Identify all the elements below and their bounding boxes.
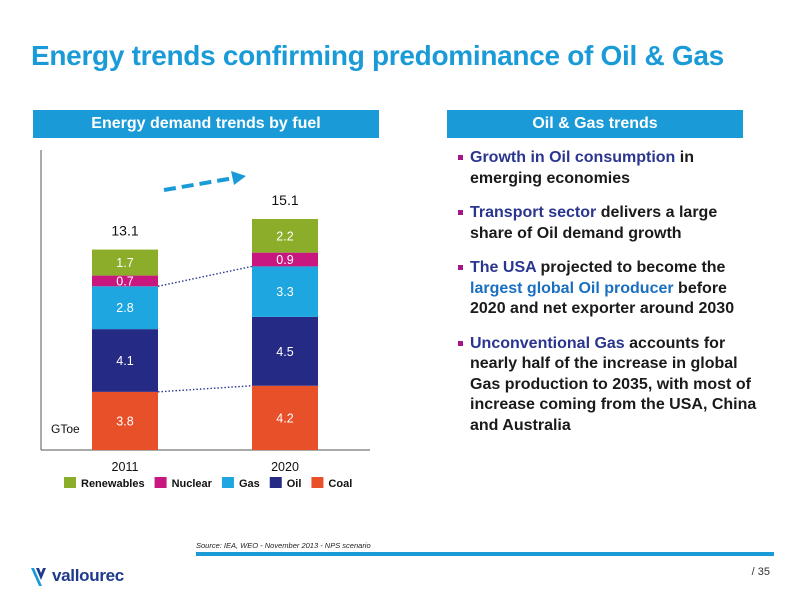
legend-swatch-oil xyxy=(269,477,282,488)
legend-swatch-renewables xyxy=(64,477,76,488)
bullet-marker-icon xyxy=(458,155,463,160)
x-tick-label: 2020 xyxy=(271,460,299,474)
gas-connector-line xyxy=(157,265,253,287)
unit-label: GToe xyxy=(51,422,80,436)
legend-swatch-gas xyxy=(221,477,234,488)
trend-bullet-text: projected to become the xyxy=(536,259,726,276)
data-label: 0.7 xyxy=(116,274,133,288)
trend-bullet-text: largest global Oil producer xyxy=(470,279,674,297)
oil-gas-trends-header-label: Oil & Gas trends xyxy=(532,115,658,132)
vallourec-logo: vallourec xyxy=(30,563,124,589)
trend-arrowhead-icon xyxy=(231,171,246,185)
trend-bullet-text: in emerging economies xyxy=(470,149,694,187)
trend-bullet-text: before 2020 and net exporter around 2030 xyxy=(470,279,735,318)
data-label: 3.3 xyxy=(276,285,293,299)
bar-segment-gas xyxy=(252,266,318,317)
bar-segment-gas xyxy=(92,286,158,330)
bullet-marker-icon xyxy=(458,340,463,346)
data-label: 4.2 xyxy=(276,411,293,425)
oil-gas-trends-list: Growth in Oil consumption in emerging ec… xyxy=(458,148,758,450)
bullet-marker-icon xyxy=(458,265,463,270)
trend-bullet-text: Transport sector xyxy=(470,204,597,221)
legend-swatch-nuclear xyxy=(154,477,167,488)
bullet-marker-icon xyxy=(458,210,463,215)
bar-segment-coal xyxy=(252,385,318,450)
trend-bullet: The USA projected to become the largest … xyxy=(458,258,758,320)
bar-segment-nuclear xyxy=(92,275,158,287)
trend-bullet-text: accounts for nearly half of the increase… xyxy=(470,334,757,434)
footer-divider xyxy=(196,552,774,556)
trend-arrow-line xyxy=(163,176,235,192)
oil-gas-trends-header: Oil & Gas trends xyxy=(447,110,743,138)
trend-bullet: Growth in Oil consumption in emerging ec… xyxy=(458,148,758,189)
vallourec-logo-icon xyxy=(31,568,46,586)
data-label: 4.1 xyxy=(116,354,133,368)
x-tick-label: 2011 xyxy=(112,460,139,474)
oil-connector-line xyxy=(157,385,253,393)
data-label: 2.8 xyxy=(116,301,133,315)
trend-bullet-text: The USA xyxy=(470,259,537,276)
legend-label: Gas xyxy=(239,478,260,490)
data-label: 2.2 xyxy=(276,229,293,243)
bar-segment-coal xyxy=(92,391,158,450)
data-label: 1.7 xyxy=(116,256,133,270)
legend-label: Oil xyxy=(287,478,302,490)
trend-bullet: Unconventional Gas accounts for nearly h… xyxy=(458,334,758,437)
slide-title: Energy trends confirming predominance of… xyxy=(31,40,724,71)
page-number: / 35 xyxy=(751,566,770,578)
total-label: 15.1 xyxy=(271,192,298,208)
vallourec-logo-text: vallourec xyxy=(52,566,124,585)
bar-segment-nuclear xyxy=(252,252,318,267)
data-label: 4.5 xyxy=(276,345,293,359)
bar-segment-oil xyxy=(92,329,158,392)
trend-bullet-text: Growth in Oil consumption xyxy=(470,149,676,166)
legend-label: Nuclear xyxy=(172,478,213,490)
total-label: 13.1 xyxy=(111,223,138,239)
data-label: 3.8 xyxy=(116,414,133,428)
source-note: Source: IEA, WEO - November 2013 - NPS s… xyxy=(196,541,371,550)
legend-label: Renewables xyxy=(81,478,145,490)
bar-segment-oil xyxy=(252,316,318,386)
trend-bullet-text: delivers a large share of Oil demand gro… xyxy=(470,204,718,242)
bar-segment-renewables xyxy=(252,218,318,253)
legend-label: Coal xyxy=(328,478,352,490)
legend-swatch-coal xyxy=(311,477,324,488)
trend-bullet-text: Unconventional Gas xyxy=(470,334,625,352)
bar-segment-renewables xyxy=(92,249,158,276)
data-label: 0.9 xyxy=(276,253,293,267)
trend-bullet: Transport sector delivers a large share … xyxy=(458,203,758,244)
energy-demand-header-label: Energy demand trends by fuel xyxy=(91,115,321,132)
energy-demand-header: Energy demand trends by fuel xyxy=(33,110,379,138)
